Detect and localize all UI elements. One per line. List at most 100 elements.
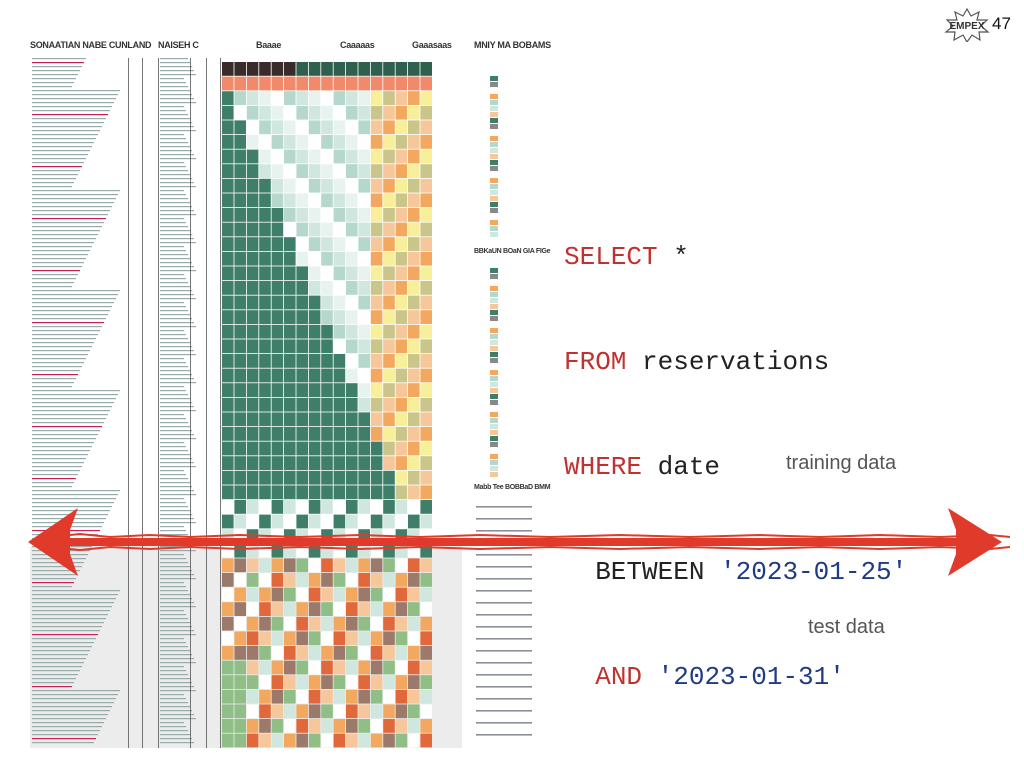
sheet-text-row xyxy=(32,594,118,596)
heatmap-cell xyxy=(308,427,321,441)
sheet-text-row xyxy=(32,86,72,88)
heatmap-cell xyxy=(308,237,321,251)
heatmap-cell xyxy=(383,178,395,193)
heatmap-cell xyxy=(308,675,321,689)
sheet-text-row xyxy=(160,74,196,76)
arrow-head-left xyxy=(28,508,78,576)
heatmap-cell xyxy=(271,631,284,646)
heatmap-cell xyxy=(246,193,259,208)
heatmap-cell xyxy=(420,733,432,748)
heatmap-cell xyxy=(408,237,420,251)
heatmap-cell xyxy=(222,324,234,339)
sheet-text-row xyxy=(160,206,192,208)
heatmap-cell xyxy=(420,62,432,76)
heatmap-cell xyxy=(271,164,284,178)
heatmap-cell xyxy=(284,660,296,675)
sheet-text-row xyxy=(160,654,192,656)
heatmap-cell xyxy=(383,689,395,704)
heatmap-cell xyxy=(234,412,246,427)
heatmap-cell xyxy=(246,412,259,427)
heatmap-cell xyxy=(383,324,395,339)
heatmap-cell xyxy=(321,704,333,719)
sheet-text-row xyxy=(32,234,98,236)
heatmap-cell xyxy=(395,383,408,397)
heatmap-cell xyxy=(234,368,246,383)
sheet-side-header-1: BBKaUN BOaN GIA FIGe xyxy=(474,248,551,255)
sheet-header-6: MNIY MA BOBAMS xyxy=(474,40,551,50)
heatmap-cell xyxy=(358,149,370,164)
heatmap-cell xyxy=(333,266,346,281)
heatmap-cell xyxy=(408,266,420,281)
heatmap-cell xyxy=(408,324,420,339)
heatmap-cell xyxy=(271,251,284,266)
sheet-text-row xyxy=(160,218,184,220)
sheet-text-row xyxy=(160,338,188,340)
heatmap-cell xyxy=(234,310,246,324)
heatmap-cell xyxy=(358,208,370,222)
heatmap-cell xyxy=(408,281,420,295)
sheet-text-row xyxy=(32,598,116,600)
sheet-text-row xyxy=(160,370,190,372)
sheet-text-row xyxy=(160,78,184,80)
heatmap-cell xyxy=(259,164,271,178)
heatmap-cell xyxy=(321,281,333,295)
sheet-text-row xyxy=(32,406,112,408)
heatmap-cell xyxy=(222,719,234,733)
side-bar-cell xyxy=(490,448,498,453)
sheet-text-row xyxy=(160,190,184,192)
heatmap-cell xyxy=(383,105,395,120)
heatmap-cell xyxy=(284,178,296,193)
sheet-text-row xyxy=(32,654,88,656)
heatmap-cell xyxy=(284,412,296,427)
heatmap-cell xyxy=(333,62,346,76)
heatmap-cell xyxy=(284,354,296,368)
heatmap-cell xyxy=(358,91,370,105)
heatmap-cell xyxy=(420,485,432,500)
heatmap-cell xyxy=(222,412,234,427)
heatmap-cell xyxy=(271,105,284,120)
side-bar-cell xyxy=(490,166,498,171)
heatmap-cell xyxy=(346,91,358,105)
side-bar-cell xyxy=(490,358,498,363)
heatmap-cell xyxy=(246,208,259,222)
heatmap-cell xyxy=(358,354,370,368)
heatmap-cell xyxy=(420,324,432,339)
sheet-text-row xyxy=(32,130,100,132)
heatmap-cell xyxy=(234,616,246,631)
heatmap-cell xyxy=(383,266,395,281)
heatmap-cell xyxy=(395,397,408,412)
heatmap-cell xyxy=(246,339,259,354)
heatmap-cell xyxy=(370,689,383,704)
heatmap-cell xyxy=(284,646,296,660)
heatmap-cell xyxy=(408,485,420,500)
heatmap-cell xyxy=(346,689,358,704)
heatmap-cell xyxy=(271,719,284,733)
heatmap-cell xyxy=(271,281,284,295)
heatmap-cell xyxy=(395,573,408,587)
heatmap-cell xyxy=(222,237,234,251)
heatmap-cell xyxy=(395,543,408,558)
heatmap-cell xyxy=(296,616,308,631)
heatmap-cell xyxy=(296,310,308,324)
heatmap-cell xyxy=(333,368,346,383)
heatmap-cell xyxy=(408,339,420,354)
heatmap-cell xyxy=(296,237,308,251)
heatmap-cell xyxy=(358,164,370,178)
side-bar-cell xyxy=(490,400,498,405)
side-bar-cell xyxy=(490,352,498,357)
sheet-text-row xyxy=(32,510,110,512)
heatmap-cell xyxy=(408,412,420,427)
sql-keyword-from: FROM xyxy=(564,347,627,377)
heatmap-cell xyxy=(308,587,321,602)
side-bar-cell xyxy=(490,118,498,123)
heatmap-cell xyxy=(395,222,408,237)
sheet-text-row xyxy=(32,694,118,696)
heatmap-cell xyxy=(259,689,271,704)
heatmap-cell xyxy=(395,689,408,704)
heatmap-cell xyxy=(370,135,383,149)
heatmap-cell xyxy=(234,193,246,208)
sheet-text-row xyxy=(32,186,72,188)
heatmap-cell xyxy=(370,441,383,456)
heatmap-cell xyxy=(358,266,370,281)
sheet-text-row xyxy=(32,430,100,432)
